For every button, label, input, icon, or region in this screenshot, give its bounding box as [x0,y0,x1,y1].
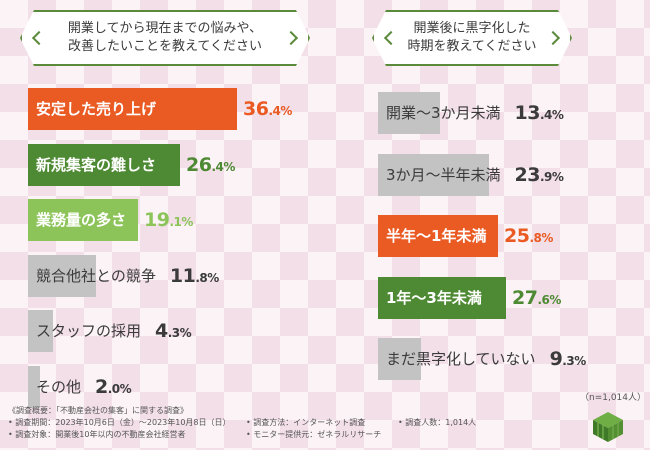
bar [378,153,489,196]
bar [28,365,40,408]
footer-outline: 《調査概要：「不動産会社の集客」に関する調査》 [8,406,188,415]
bar-value-decimal: .6% [537,292,561,307]
right-question-line1: 開業後に黒字化した [413,21,531,36]
bar [378,92,440,134]
bar-category-label: 開業〜3か月未満 [386,104,501,122]
bar-value-decimal: .4% [211,159,235,174]
bar-category-label: 1年〜3年未満 [386,288,482,307]
bar-value-label: 23.9% [515,154,564,196]
bar [378,276,506,319]
bar-value-decimal: .4% [540,108,564,122]
bar-value-label: 25.8% [504,215,553,257]
bar [28,310,53,352]
bar-value-integer: 19 [144,209,170,231]
bar-value-label: 2.0% [95,366,132,408]
footer-target: • 調査対象：開業後10年以内の不動産会社経営者 [8,430,186,439]
bar-value-label: 27.6% [512,277,561,319]
bar-value-integer: 27 [512,286,538,309]
bar-value-decimal: .9% [540,169,564,184]
bar-value-label: 4.3% [155,310,192,352]
bar-category-label: まだ黒字化していない [386,350,536,368]
bar-value-decimal: .1% [169,215,193,229]
footer-method: • 調査方法：インターネット調査 [246,418,366,427]
bar [28,88,237,130]
bar-value-integer: 2 [95,375,108,398]
bar-value-label: 11.8% [170,255,219,297]
bar [378,338,421,380]
bar-value-integer: 9 [549,348,563,370]
bar [28,199,138,241]
bar-category-label: 競合他社との競争 [36,266,156,285]
bar-value-label: 36.4% [243,88,292,130]
bar-value-decimal: .0% [107,381,132,396]
bar-row: 業務量の多さ 19.1% [28,199,328,241]
bar-value-integer: 26 [186,153,212,176]
bar-value-label: 19.1% [144,199,193,241]
right-question-box: 開業後に黒字化した 時期を教えてください [372,10,572,66]
bar-row: 3か月〜半年未満 23.9% [378,153,650,196]
bar-category-label: スタッフの採用 [36,322,142,340]
bar-category-label: 新規集客の難しさ [36,155,157,174]
bar-value-decimal: .3% [562,354,586,368]
company-logo-icon [593,412,623,442]
bar-value-decimal: .8% [195,270,219,285]
bar-value-decimal: .4% [268,104,292,118]
bar-category-label: 安定した売り上げ [36,100,157,118]
bar-row: 1年〜3年未満 27.6% [378,276,650,319]
bar-value-label: 26.4% [186,144,235,186]
bar-row: まだ黒字化していない 9.3% [378,338,650,380]
bar-row: 安定した売り上げ 36.4% [28,88,328,130]
bar-category-label: その他 [36,377,82,396]
bar [28,254,96,297]
footer-provider: • モニター提供元：ゼネラルリサーチ [246,430,382,439]
right-question-text: 開業後に黒字化した 時期を教えてください [382,20,563,56]
sample-size: （n=1,014人） [580,393,647,403]
bar-value-integer: 4 [155,320,168,342]
left-question-line1: 開業してから現在までの悩みや、 [67,21,263,36]
bar-value-decimal: .8% [529,231,553,245]
left-question-line2: 改善したいことを教えてください [68,39,262,54]
bar-row: 新規集客の難しさ 26.4% [28,143,328,186]
bar-row: その他 2.0% [28,365,328,408]
bar-value-integer: 11 [169,264,196,287]
bar-value-label: 9.3% [549,338,587,380]
left-question-text: 開業してから現在までの悩みや、 改善したいことを教えてください [42,20,288,56]
bar-category-label: 3か月〜半年未満 [386,165,501,184]
bar-value-integer: 13 [514,102,541,124]
bar-value-integer: 36 [243,98,269,120]
bar-row: 競合他社との競争 11.8% [28,254,328,297]
bar-row: 半年〜1年未満 25.8% [378,215,650,257]
footer-count: • 調査人数：1,014人 [398,418,477,427]
bar-category-label: 半年〜1年未満 [386,227,487,245]
bar-value-decimal: .3% [167,326,192,340]
bar-row: スタッフの採用 4.3% [28,310,328,352]
right-question-line2: 時期を教えてください [407,39,537,54]
bar-value-label: 13.4% [515,92,564,134]
bar-value-integer: 23 [514,163,541,186]
left-question-box: 開業してから現在までの悩みや、 改善したいことを教えてください [20,10,310,66]
bar [28,143,180,186]
bar-row: 開業〜3か月未満 13.4% [378,92,650,134]
bar-value-integer: 25 [504,225,530,247]
footer-period: • 調査期間：2023年10月6日（金）〜2023年10月8日（日） [8,418,231,427]
bar [378,215,498,257]
bar-category-label: 業務量の多さ [36,211,127,229]
